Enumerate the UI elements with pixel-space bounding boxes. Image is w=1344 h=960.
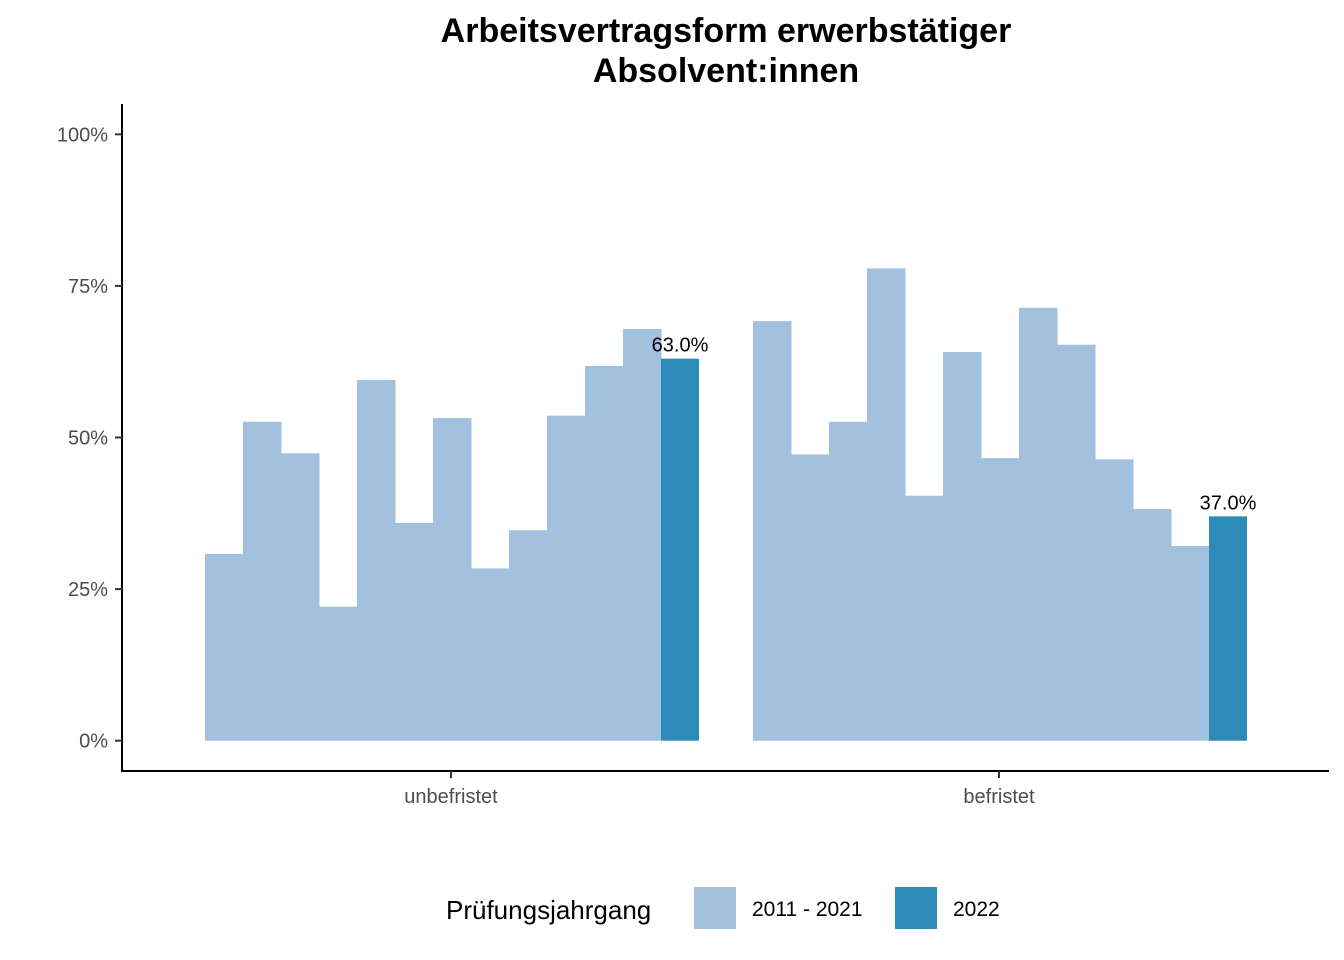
bar-befristet-history-6 — [943, 352, 982, 741]
bar-unbefristet-history-1 — [205, 553, 244, 741]
y-tick-label: 100% — [57, 124, 108, 146]
legend-swatch-2011-2021 — [694, 887, 736, 929]
bar-befristet-history-10 — [1095, 459, 1134, 741]
x-tick-label-befristet: befristet — [963, 786, 1035, 808]
legend: Prüfungsjahrgang 2011 - 2021 2022 — [446, 887, 1000, 929]
chart-title-line-2: Absolvent:innen — [593, 52, 859, 90]
bar-unbefristet-history-4 — [319, 606, 358, 741]
bar-unbefristet-history-9 — [509, 530, 548, 741]
legend-swatch-2022 — [895, 887, 937, 929]
bar-befristet-history-2 — [791, 454, 830, 741]
data-labels: 63.0% 37.0% — [652, 335, 1257, 515]
y-tick-label: 0% — [79, 731, 108, 753]
bar-befristet-2022 — [1209, 516, 1247, 741]
bar-befristet-history-4 — [867, 268, 906, 741]
legend-label-2011-2021: 2011 - 2021 — [752, 898, 863, 921]
bar-unbefristet-history-11 — [585, 365, 624, 741]
x-tick-label-unbefristet: unbefristet — [404, 786, 498, 808]
bar-befristet-history-1 — [753, 321, 792, 741]
bar-unbefristet-history-6 — [395, 522, 434, 741]
bar-unbefristet-history-5 — [357, 379, 396, 741]
bar-befristet-history-5 — [905, 495, 944, 741]
chart-title-line-1: Arbeitsvertragsform erwerbstätiger — [441, 12, 1012, 50]
bar-unbefristet-history-8 — [471, 568, 510, 741]
bar-unbefristet-history-12 — [623, 328, 662, 741]
bar-befristet-history-12 — [1171, 546, 1210, 741]
bar-unbefristet-history-7 — [433, 418, 472, 741]
bar-unbefristet-history-2 — [243, 421, 282, 741]
data-label-befristet-2022: 37.0% — [1200, 492, 1257, 514]
bar-unbefristet-history-3 — [281, 453, 320, 741]
x-axis-ticks: unbefristet befristet — [404, 771, 1035, 808]
bar-befristet-history-9 — [1057, 344, 1096, 741]
y-tick-label: 50% — [68, 428, 108, 450]
y-tick-label: 25% — [68, 579, 108, 601]
y-tick-label: 75% — [68, 276, 108, 298]
bars — [205, 268, 1247, 741]
bar-befristet-history-3 — [829, 421, 868, 741]
data-label-unbefristet-2022: 63.0% — [652, 335, 709, 357]
bar-unbefristet-history-10 — [547, 415, 586, 741]
bar-unbefristet-2022 — [661, 358, 699, 741]
legend-title: Prüfungsjahrgang — [446, 895, 651, 925]
bar-befristet-history-8 — [1019, 307, 1058, 741]
bar-befristet-history-7 — [981, 458, 1020, 741]
y-axis-ticks: 0% 25% 50% 75% 100% — [57, 124, 122, 753]
bar-befristet-history-11 — [1133, 509, 1172, 741]
legend-label-2022: 2022 — [953, 898, 1000, 921]
